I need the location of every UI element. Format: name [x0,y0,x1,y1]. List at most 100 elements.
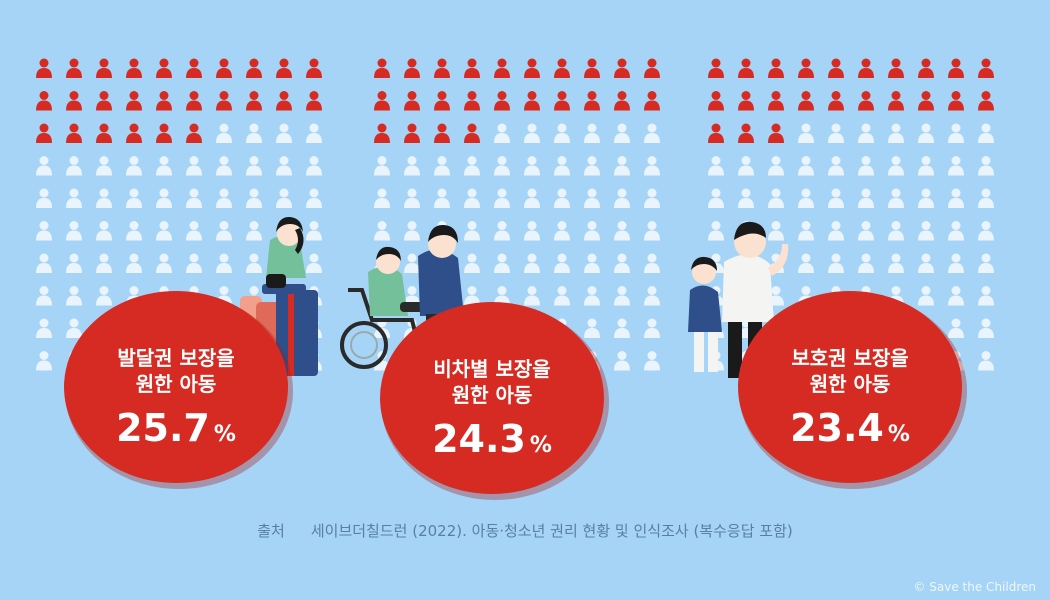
person-icon-empty [584,318,600,338]
person-icon-empty [614,286,630,306]
person-icon-filled [36,91,52,111]
person-icon-empty [644,351,660,371]
person-icon-empty [644,156,660,176]
person-icon-empty [888,123,904,143]
person-icon-empty [434,188,450,208]
person-icon-empty [494,188,510,208]
person-icon-filled [554,91,570,111]
person-icon-empty [614,253,630,273]
person-icon-filled [464,58,480,78]
person-icon-filled [464,123,480,143]
person-icon-empty [738,156,754,176]
person-icon-empty [614,351,630,371]
person-icon-filled [96,91,112,111]
bubble-shape [380,302,604,494]
person-icon-filled [614,91,630,111]
person-icon-empty [96,253,112,273]
person-icon-empty [36,318,52,338]
bubble-label-line1: 비차별 보장을 [433,357,550,381]
person-icon-empty [404,253,420,273]
person-icon-filled [554,58,570,78]
person-icon-empty [978,286,994,306]
person-icon-empty [186,221,202,241]
person-icon-empty [828,188,844,208]
person-icon-filled [494,58,510,78]
person-icon-empty [66,156,82,176]
person-icon-empty [978,221,994,241]
person-icon-filled [434,123,450,143]
person-icon-empty [306,123,322,143]
person-icon-empty [948,156,964,176]
person-icon-empty [246,123,262,143]
person-icon-empty [644,188,660,208]
person-icon-filled [768,91,784,111]
person-icon-filled [306,91,322,111]
person-icon-empty [36,351,52,371]
person-icon-empty [918,123,934,143]
bubble-value: 25.7% [116,406,236,450]
person-icon-empty [828,221,844,241]
person-icon-empty [126,188,142,208]
person-icon-filled [246,91,262,111]
person-icon-empty [216,253,232,273]
person-icon-empty [36,221,52,241]
person-icon-filled [404,91,420,111]
person-icon-empty [554,286,570,306]
person-icon-filled [216,91,232,111]
person-icon-empty [374,221,390,241]
person-icon-empty [404,221,420,241]
person-icon-filled [738,58,754,78]
person-icon-empty [36,188,52,208]
person-icon-empty [494,123,510,143]
person-icon-empty [96,188,112,208]
person-icon-empty [584,286,600,306]
person-icon-empty [494,156,510,176]
person-icon-empty [614,156,630,176]
person-icon-filled [948,58,964,78]
person-icon-filled [524,58,540,78]
person-icon-filled [434,58,450,78]
person-icon-empty [524,253,540,273]
person-icon-filled [126,91,142,111]
person-icon-empty [584,123,600,143]
person-icon-empty [96,156,112,176]
person-icon-empty [614,318,630,338]
person-icon-empty [948,318,964,338]
person-icon-filled [246,58,262,78]
source-note: 출처 세이브더칠드런 (2022). 아동·청소년 권리 현황 및 인식조사 (복… [0,520,1050,541]
person-icon-empty [66,253,82,273]
person-icon-filled [494,91,510,111]
copyright-text: © Save the Children [913,580,1036,594]
person-icon-filled [738,123,754,143]
person-icon-filled [126,123,142,143]
person-icon-filled [918,91,934,111]
person-icon-empty [96,221,112,241]
person-icon-empty [524,156,540,176]
person-icon-empty [554,253,570,273]
person-icon-filled [186,123,202,143]
person-icon-empty [708,156,724,176]
person-icon-empty [948,286,964,306]
person-icon-filled [96,123,112,143]
person-icon-empty [186,253,202,273]
person-icon-empty [216,156,232,176]
person-icon-empty [524,123,540,143]
person-icon-empty [888,253,904,273]
person-icon-empty [798,188,814,208]
person-icon-empty [276,123,292,143]
person-icon-filled [978,58,994,78]
person-icon-filled [888,91,904,111]
bubble-label-line1: 보호권 보장을 [791,346,908,370]
person-icon-empty [216,123,232,143]
person-icon-empty [708,221,724,241]
person-icon-empty [888,156,904,176]
person-icon-filled [828,58,844,78]
person-icon-filled [126,58,142,78]
person-icon-empty [464,156,480,176]
person-icon-filled [644,58,660,78]
bubble-shape [738,291,962,483]
